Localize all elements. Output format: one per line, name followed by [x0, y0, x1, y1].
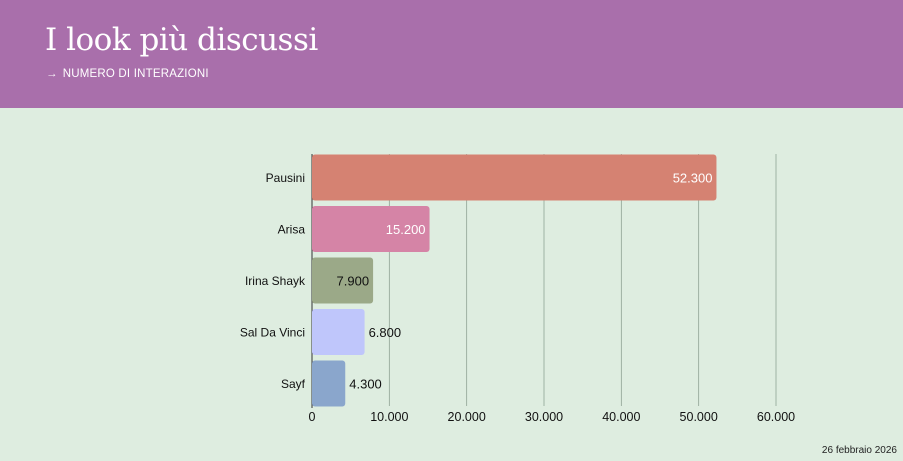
data-label: 4.300 [349, 377, 382, 392]
bar [312, 154, 717, 201]
chart-subtitle: → NUMERO DI INTERAZIONI [46, 68, 209, 80]
category-label: Pausini [266, 171, 305, 185]
bar [312, 257, 374, 304]
category-label: Irina Shayk [245, 274, 306, 288]
subtitle-text: NUMERO DI INTERAZIONI [62, 68, 209, 80]
x-tick-label: 40.000 [602, 410, 640, 424]
data-label: 6.800 [369, 325, 402, 340]
chart-title: I look più discussi [45, 22, 318, 58]
category-label: Sayf [281, 377, 306, 391]
publication-date: 26 febbraio 2026 [821, 445, 897, 456]
x-tick-label: 10.000 [370, 410, 408, 424]
x-tick-label: 60.000 [757, 410, 795, 424]
data-label: 7.900 [337, 274, 370, 289]
category-label: Sal Da Vinci [240, 326, 305, 340]
data-label: 52.300 [673, 171, 713, 186]
bar-chart: 0 10.000 20.000 30.000 40.000 50.000 60.000 Pau… [240, 154, 795, 424]
data-label: 15.200 [386, 222, 426, 237]
x-tick-label: 0 [309, 410, 316, 424]
chart-header: I look più discussi → NUMERO DI INTERAZIO… [0, 0, 903, 108]
bar [312, 206, 430, 252]
x-tick-label: 30.000 [525, 410, 563, 424]
x-tick-label: 50.000 [680, 410, 718, 424]
x-tick-label: 20.000 [448, 410, 486, 424]
arrow-right-icon: → [46, 68, 58, 80]
bar [312, 309, 365, 355]
category-label: Arisa [278, 223, 306, 237]
bar [312, 360, 346, 407]
